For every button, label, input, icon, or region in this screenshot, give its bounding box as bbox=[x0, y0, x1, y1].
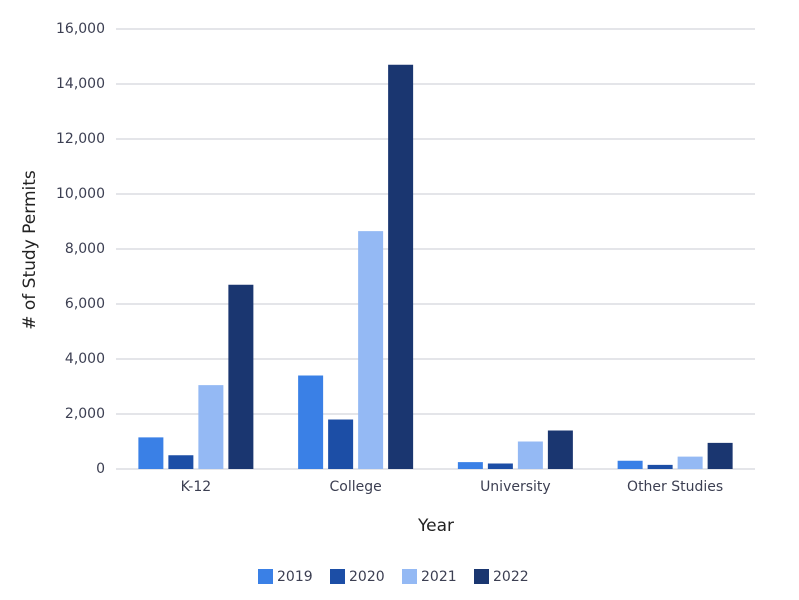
y-axis-title: # of Study Permits bbox=[20, 170, 40, 330]
bar bbox=[168, 455, 194, 469]
legend-swatch bbox=[474, 569, 489, 584]
y-tick-label: 4,000 bbox=[65, 351, 105, 367]
bar bbox=[298, 375, 324, 469]
bar bbox=[198, 385, 224, 469]
legend-swatch bbox=[258, 569, 273, 584]
y-tick-label: 12,000 bbox=[56, 131, 105, 147]
y-tick-label: 14,000 bbox=[56, 76, 105, 92]
y-tick-label: 10,000 bbox=[56, 186, 105, 202]
y-tick-label: 16,000 bbox=[56, 21, 105, 37]
x-axis-title: Year bbox=[417, 516, 454, 536]
bar bbox=[138, 437, 164, 469]
bar bbox=[487, 463, 513, 469]
bar bbox=[517, 441, 543, 469]
bar bbox=[228, 284, 254, 469]
legend-label: 2021 bbox=[421, 569, 457, 585]
bar bbox=[677, 456, 703, 469]
legend-label: 2022 bbox=[493, 569, 529, 585]
bar bbox=[617, 460, 643, 469]
y-tick-label: 0 bbox=[96, 461, 105, 477]
x-tick-label: Other Studies bbox=[627, 479, 723, 495]
legend-swatch bbox=[402, 569, 417, 584]
x-tick-label: K-12 bbox=[181, 479, 212, 495]
bar bbox=[547, 430, 573, 469]
bar bbox=[358, 231, 384, 469]
x-tick-label: University bbox=[480, 479, 551, 495]
legend-swatch bbox=[330, 569, 345, 584]
legend-label: 2019 bbox=[277, 569, 313, 585]
bar bbox=[328, 419, 354, 469]
y-tick-label: 8,000 bbox=[65, 241, 105, 257]
y-tick-label: 6,000 bbox=[65, 296, 105, 312]
bar bbox=[707, 442, 733, 469]
y-tick-label: 2,000 bbox=[65, 406, 105, 422]
legend-label: 2020 bbox=[349, 569, 385, 585]
bar bbox=[457, 462, 483, 469]
x-tick-label: College bbox=[330, 479, 382, 495]
bar bbox=[388, 64, 414, 469]
bar bbox=[647, 464, 673, 469]
